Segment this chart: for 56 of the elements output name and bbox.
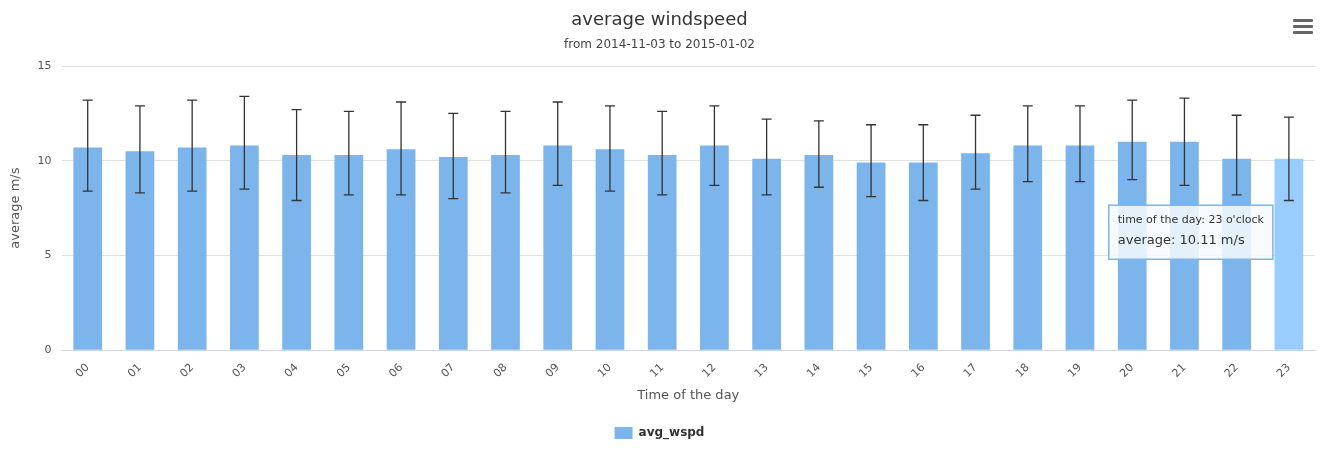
x-tick-label: 18 <box>1012 360 1032 380</box>
x-tick-label: 05 <box>333 360 353 380</box>
bar <box>282 155 311 350</box>
bar <box>73 147 103 350</box>
y-tick-label: 5 <box>44 248 52 262</box>
bar <box>230 145 259 350</box>
x-tick-label: 09 <box>542 360 562 380</box>
x-tick-label: 22 <box>1221 360 1241 380</box>
y-axis-title: average m/s <box>7 167 23 249</box>
x-tick-label: 08 <box>490 360 510 380</box>
x-tick-label: 12 <box>699 360 719 380</box>
chart-title: average windspeed <box>571 8 748 30</box>
x-tick-label: 01 <box>124 360 145 380</box>
x-tick-label: 19 <box>1065 360 1085 380</box>
x-tick-label: 14 <box>803 360 823 380</box>
bar <box>334 155 364 350</box>
bar <box>543 145 573 350</box>
x-tick-label: 16 <box>908 360 928 380</box>
bar <box>1065 145 1095 350</box>
x-tick-label: 06 <box>386 360 406 380</box>
x-tick-label: 17 <box>960 360 980 380</box>
x-tick-label: 10 <box>595 360 615 380</box>
x-tick-label: 21 <box>1169 360 1189 380</box>
x-tick-label: 13 <box>751 360 771 380</box>
x-tick-label: 07 <box>438 360 458 380</box>
x-tick-label: 00 <box>72 360 92 380</box>
bar <box>908 162 938 350</box>
x-tick-label: 04 <box>281 360 301 380</box>
bar <box>177 147 207 350</box>
y-tick-label: 10 <box>37 153 52 167</box>
annotation: time of the day: 23 o'clock <box>1117 213 1265 227</box>
bar <box>804 155 834 350</box>
bar <box>386 149 416 350</box>
bar <box>961 153 990 350</box>
x-tick-label: 15 <box>856 360 876 380</box>
bar <box>856 162 886 350</box>
x-tick-label: 20 <box>1117 360 1137 380</box>
bar <box>700 145 729 350</box>
x-tick-label: 11 <box>647 360 667 380</box>
bar <box>438 156 468 350</box>
x-tick-label: 02 <box>177 360 197 380</box>
bar <box>125 151 155 350</box>
y-tick-label: 0 <box>44 343 52 357</box>
y-tick-label: 15 <box>37 58 52 72</box>
x-tick-label: 23 <box>1273 360 1294 380</box>
x-tick-label: 03 <box>229 360 249 380</box>
bar <box>647 155 677 350</box>
x-axis-title: Time of the day <box>636 386 740 402</box>
bar <box>1013 145 1043 350</box>
bar <box>491 155 520 350</box>
chart-subtitle: from 2014-11-03 to 2015-01-02 <box>564 36 755 51</box>
legend-label: avg_wspd <box>638 425 705 441</box>
bar <box>1274 158 1304 350</box>
bar <box>752 158 781 350</box>
bar <box>595 149 625 350</box>
annotation: average: 10.11 m/s <box>1117 231 1245 247</box>
